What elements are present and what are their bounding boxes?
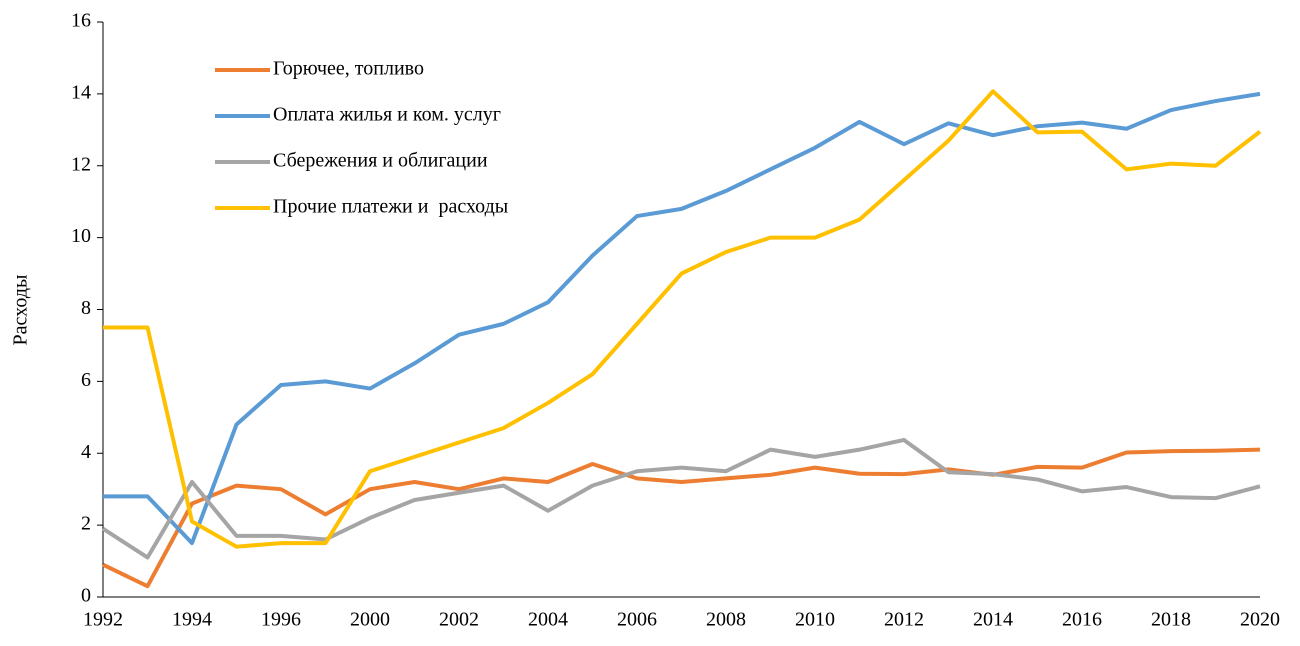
x-tick-label: 1994 <box>172 609 212 631</box>
y-tick-label: 4 <box>81 441 91 463</box>
line-series <box>101 437 1261 560</box>
y-axis-label: Расходы <box>10 275 32 346</box>
line-series <box>103 91 1261 546</box>
x-tick-label: 2002 <box>439 609 479 631</box>
y-tick-label: 0 <box>81 585 91 607</box>
legend-label: Горючее, топливо <box>273 58 424 80</box>
x-tick-label: 2018 <box>1151 609 1191 631</box>
x-tick-label: 2008 <box>706 609 746 631</box>
line-series <box>102 447 1261 589</box>
y-tick-label: 10 <box>71 225 91 247</box>
y-tick-label: 8 <box>81 297 91 319</box>
x-tick-label: 2006 <box>617 609 657 631</box>
legend-label: Прочие платежи и расходы <box>273 196 508 218</box>
y-tick-label: 14 <box>71 81 91 103</box>
y-tick-label: 2 <box>81 513 91 535</box>
x-tick-label: 2016 <box>1062 609 1102 631</box>
line-series <box>103 89 1262 549</box>
x-tick-label: 1996 <box>261 609 301 631</box>
y-tick-label: 16 <box>71 10 91 32</box>
x-tick-label: 2004 <box>528 609 568 631</box>
x-tick-label: 2000 <box>350 609 390 631</box>
y-tick-label: 12 <box>71 153 91 175</box>
legend-label: Оплата жилья и ком. услуг <box>273 104 501 126</box>
legend-label: Сбережения и облигации <box>273 150 488 172</box>
y-tick-label: 6 <box>81 369 91 391</box>
x-tick-label: 2012 <box>884 609 924 631</box>
x-tick-label: 2014 <box>973 609 1013 631</box>
x-tick-label: 2010 <box>795 609 835 631</box>
x-tick-label: 2020 <box>1240 609 1280 631</box>
x-tick-label: 1992 <box>83 609 123 631</box>
